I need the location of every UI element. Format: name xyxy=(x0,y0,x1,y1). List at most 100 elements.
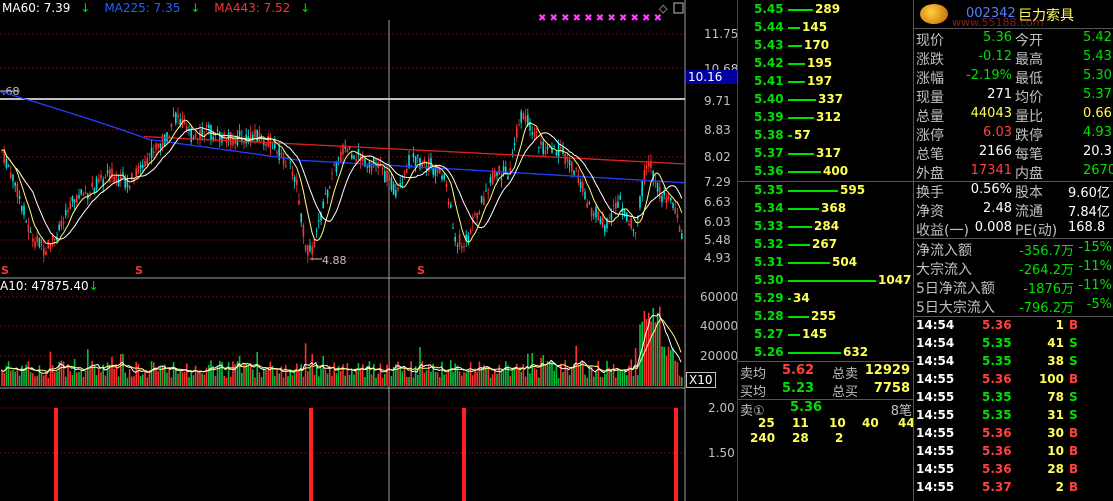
tick-row[interactable]: 14:55 5.35 78 S xyxy=(914,390,1113,408)
candle-body xyxy=(590,208,593,217)
ask-level-row[interactable]: 5.40 337 xyxy=(738,91,914,108)
quote-label: 均价 xyxy=(1015,90,1043,106)
ask-volume: 145 xyxy=(802,20,828,34)
bid-level-row[interactable]: 5.27 145 xyxy=(738,326,914,343)
volume-bar xyxy=(632,375,635,386)
volume-bar xyxy=(577,365,580,386)
bid-level-row[interactable]: 5.31 504 xyxy=(738,254,914,271)
volume-bar xyxy=(452,371,454,386)
bid-level-row[interactable]: 5.33 284 xyxy=(738,218,914,235)
tick-row[interactable]: 14:54 5.36 1 B xyxy=(914,318,1113,336)
volume-bar xyxy=(280,366,283,386)
candle-body xyxy=(296,179,298,186)
candle-body xyxy=(40,240,43,244)
quote-value: 5.36 xyxy=(983,30,1012,45)
candle-body xyxy=(7,165,10,167)
volume-bar xyxy=(670,349,672,386)
ask-price: 5.45 xyxy=(754,2,784,16)
stock-header[interactable]: 002342 巨力索具 www.55188.com xyxy=(914,0,1113,29)
volume-bar xyxy=(595,370,597,386)
volume-bar xyxy=(544,364,547,386)
volume-bar xyxy=(243,364,245,386)
tick-row[interactable]: 14:55 5.36 100 B xyxy=(914,372,1113,390)
candle-body xyxy=(474,213,476,215)
candle-body xyxy=(645,165,648,169)
volume-bar xyxy=(170,377,173,386)
tick-row[interactable]: 14:55 5.37 2 B xyxy=(914,480,1113,498)
volume-bar xyxy=(133,376,135,386)
candle-body xyxy=(144,161,146,167)
volume-bar xyxy=(564,360,566,386)
volume-bar xyxy=(619,368,621,386)
volume-bar xyxy=(89,369,91,386)
volume-bar xyxy=(535,369,538,386)
bid-level-row[interactable]: 5.34 368 xyxy=(738,200,914,217)
bid-level-row[interactable]: 5.26 632 xyxy=(738,344,914,361)
tick-row[interactable]: 14:54 5.35 38 S xyxy=(914,354,1113,372)
candle-body xyxy=(531,132,533,135)
bid-level-row[interactable]: 5.28 255 xyxy=(738,308,914,325)
kline-chart-area[interactable]: .68 ✖ ✖ ✖ ✖ ✖ ✖ ✖ ✖ ✖ ✖ ✖ ◇ 4.88 S S S xyxy=(0,0,738,501)
ask-price: 5.43 xyxy=(754,38,784,52)
candle-body xyxy=(443,174,445,180)
diamond-icon[interactable]: ◇ xyxy=(659,2,668,15)
bid-volume-bar xyxy=(788,226,812,228)
bid-level-row[interactable]: 5.35 595 xyxy=(738,182,914,199)
ask-level-row[interactable]: 5.44 145 xyxy=(738,19,914,36)
bid-level-row[interactable]: 5.30 1047 xyxy=(738,272,914,289)
volume-bar xyxy=(511,368,514,386)
candle-body xyxy=(157,143,159,149)
bid-level-row[interactable]: 5.32 267 xyxy=(738,236,914,253)
volume-bar xyxy=(656,312,659,386)
volume-unit-button[interactable]: X10 xyxy=(686,372,716,388)
candle-body xyxy=(357,148,360,155)
price-tick: 7.29 xyxy=(704,175,731,189)
tick-side: B xyxy=(1069,372,1079,386)
volume-bar xyxy=(34,376,36,386)
ask-level-row[interactable]: 5.36 400 xyxy=(738,163,914,180)
volume-bar xyxy=(469,362,472,386)
tick-row[interactable]: 14:55 5.36 30 B xyxy=(914,426,1113,444)
ask-level-row[interactable]: 5.37 317 xyxy=(738,145,914,162)
panel-toggle-icon[interactable] xyxy=(673,2,684,14)
ask-level-row[interactable]: 5.42 195 xyxy=(738,55,914,72)
volume-bar xyxy=(5,365,8,386)
ask-level-row[interactable]: 5.38 57 xyxy=(738,127,914,144)
candle-body xyxy=(45,251,47,255)
ask-level-row[interactable]: 5.43 170 xyxy=(738,37,914,54)
candle-body xyxy=(225,139,228,144)
candle-body xyxy=(577,175,580,183)
tick-time: 14:55 xyxy=(916,408,955,422)
volume-bar xyxy=(14,371,16,386)
candle-body xyxy=(227,132,230,142)
tick-row[interactable]: 14:55 5.35 31 S xyxy=(914,408,1113,426)
candle-body xyxy=(126,180,129,188)
candle-body xyxy=(606,218,608,229)
volume-bar xyxy=(417,374,419,386)
ask-level-row[interactable]: 5.39 312 xyxy=(738,109,914,126)
quote-value: -2.19% xyxy=(966,68,1012,83)
quote-label: 内盘 xyxy=(1015,166,1043,182)
tick-row[interactable]: 14:55 5.36 28 B xyxy=(914,462,1113,480)
candle-body xyxy=(322,201,324,209)
fundamental-value: 2.48 xyxy=(983,201,1012,216)
volume-bar xyxy=(98,367,100,386)
candle-body xyxy=(542,141,544,154)
volume-bar xyxy=(364,377,366,386)
volume-bar xyxy=(439,376,441,386)
volume-bar xyxy=(447,370,450,386)
bid-level-row[interactable]: 5.29 34 xyxy=(738,290,914,307)
candle-body xyxy=(417,154,419,157)
tick-row[interactable]: 14:54 5.35 41 S xyxy=(914,336,1113,354)
tick-row[interactable]: 14:55 5.36 10 B xyxy=(914,444,1113,462)
kline-chart[interactable]: .68 ✖ ✖ ✖ ✖ ✖ ✖ ✖ ✖ ✖ ✖ ✖ ◇ 4.88 S S S xyxy=(0,0,737,501)
ask-level-row[interactable]: 5.41 197 xyxy=(738,73,914,90)
ask-price: 5.44 xyxy=(754,20,784,34)
ask-level-row[interactable]: 5.45 289 xyxy=(738,1,914,18)
volume-bar xyxy=(192,375,195,386)
volume-bar xyxy=(311,354,313,386)
candle-body xyxy=(102,179,104,187)
volume-bar xyxy=(467,371,470,386)
volume-bar xyxy=(135,361,137,386)
candle-body xyxy=(109,169,111,182)
